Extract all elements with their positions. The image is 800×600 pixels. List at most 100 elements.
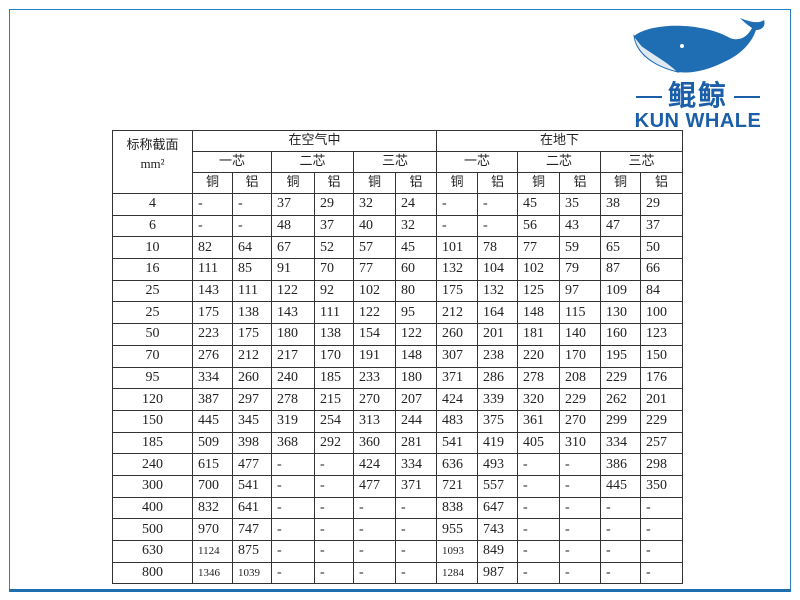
current-cell: 1039 — [232, 561, 272, 585]
cross-section-cell: 120 — [112, 388, 193, 411]
current-cell: 361 — [517, 409, 560, 433]
current-cell: 345 — [232, 409, 272, 433]
current-cell: 170 — [314, 344, 354, 368]
current-cell: 445 — [600, 474, 641, 498]
table-row: 95 334 260 240 185 233 180 371 286 278 208 229 176 — [112, 366, 683, 390]
current-cell: - — [436, 193, 478, 216]
cross-section-cell: 70 — [112, 344, 193, 368]
table-row: 10 82 64 67 52 57 45 101 78 77 59 65 50 — [112, 236, 683, 260]
current-cell: 360 — [353, 431, 396, 455]
table-row: 70 276 212 217 170 191 148 307 238 220 170 195 150 — [112, 344, 683, 368]
current-cell: - — [436, 214, 478, 238]
current-cell: 1346 — [192, 561, 233, 585]
current-cell: 40 — [353, 214, 396, 238]
current-cell: - — [271, 474, 315, 498]
current-cell: 350 — [640, 474, 683, 498]
logo-chinese: 鲲鲸 — [612, 74, 784, 114]
current-cell: - — [192, 193, 233, 216]
table-row: 300 700 541- -477 371 721 557- -445 350 — [112, 474, 683, 498]
material-header: 铜 — [600, 172, 641, 194]
current-cell: 260 — [232, 366, 272, 390]
current-cell: - — [271, 561, 315, 585]
current-cell: - — [559, 561, 601, 585]
table-row: 630 1124 875- - - -1093 849- - - - — [112, 540, 683, 563]
current-cell: 84 — [640, 279, 683, 303]
cross-section-cell: 150 — [112, 409, 193, 433]
current-cell: 191 — [353, 344, 396, 368]
current-cell: - — [477, 214, 518, 238]
current-cell: - — [640, 496, 683, 520]
current-cell: 164 — [477, 301, 518, 325]
current-cell: - — [353, 518, 396, 541]
current-cell: 100 — [640, 301, 683, 325]
material-header: 铝 — [314, 172, 354, 194]
cross-section-cell: 400 — [112, 496, 193, 520]
current-cell: 647 — [477, 496, 518, 520]
current-cell: 77 — [517, 236, 560, 260]
current-cell: 477 — [353, 474, 396, 498]
current-cell: 47 — [600, 214, 641, 238]
current-cell: 43 — [559, 214, 601, 238]
current-cell: 45 — [517, 193, 560, 216]
current-cell: 79 — [559, 258, 601, 281]
current-cell: - — [314, 496, 354, 520]
current-cell: 50 — [640, 236, 683, 260]
current-cell: 262 — [600, 388, 641, 411]
table-row: 6- -48 37 40 32- -56 43 47 37 — [112, 214, 683, 238]
current-cell: 955 — [436, 518, 478, 541]
current-cell: 419 — [477, 431, 518, 455]
current-cell: 541 — [436, 431, 478, 455]
current-cell: 111 — [232, 279, 272, 303]
current-cell: 747 — [232, 518, 272, 541]
current-cell: 320 — [517, 388, 560, 411]
current-cell: 59 — [559, 236, 601, 260]
cross-section-cell: 4 — [112, 193, 193, 216]
logo-english: KUN WHALE — [634, 110, 762, 132]
table-row: 50 223 175 180 138 154 122 260 201 181 140 160 123 — [112, 323, 683, 346]
current-cell: 405 — [517, 431, 560, 455]
material-header: 铜 — [271, 172, 315, 194]
current-cell: 260 — [436, 323, 478, 346]
current-cell: 212 — [436, 301, 478, 325]
current-cell: 102 — [517, 258, 560, 281]
kun-whale-logo: 鲲鲸 KUN WHALE — [612, 16, 784, 134]
cross-section-cell: 25 — [112, 301, 193, 325]
current-cell: - — [600, 540, 641, 563]
current-cell: 102 — [353, 279, 396, 303]
cross-section-cell: 800 — [112, 561, 193, 585]
current-cell: - — [271, 540, 315, 563]
current-cell: 180 — [271, 323, 315, 346]
core-header: 二芯 — [271, 151, 354, 173]
group-header-air: 在空气中 — [192, 130, 437, 152]
current-cell: 78 — [477, 236, 518, 260]
current-cell: 212 — [232, 344, 272, 368]
current-cell: 48 — [271, 214, 315, 238]
material-header: 铜 — [192, 172, 233, 194]
current-cell: 223 — [192, 323, 233, 346]
current-cell: 122 — [395, 323, 437, 346]
current-cell: 70 — [314, 258, 354, 281]
current-cell: - — [559, 540, 601, 563]
current-cell: 138 — [232, 301, 272, 325]
current-cell: - — [314, 453, 354, 476]
current-cell: 368 — [271, 431, 315, 455]
current-cell: 176 — [640, 366, 683, 390]
current-cell: 721 — [436, 474, 478, 498]
cross-section-cell: 16 — [112, 258, 193, 281]
current-cell: 278 — [517, 366, 560, 390]
table-row: 150 445 345 319 254 313 244 483 375 361 270 299 229 — [112, 409, 683, 433]
current-cell: 1124 — [192, 540, 233, 563]
current-cell: 57 — [353, 236, 396, 260]
current-cell: 143 — [271, 301, 315, 325]
current-cell: 201 — [640, 388, 683, 411]
current-cell: 1093 — [436, 540, 478, 563]
current-cell: 175 — [192, 301, 233, 325]
current-cell: 52 — [314, 236, 354, 260]
current-cell: 35 — [559, 193, 601, 216]
current-cell: 445 — [192, 409, 233, 433]
cross-section-cell: 95 — [112, 366, 193, 390]
current-cell: 148 — [395, 344, 437, 368]
current-cell: 477 — [232, 453, 272, 476]
current-cell: 319 — [271, 409, 315, 433]
current-cell: 132 — [436, 258, 478, 281]
